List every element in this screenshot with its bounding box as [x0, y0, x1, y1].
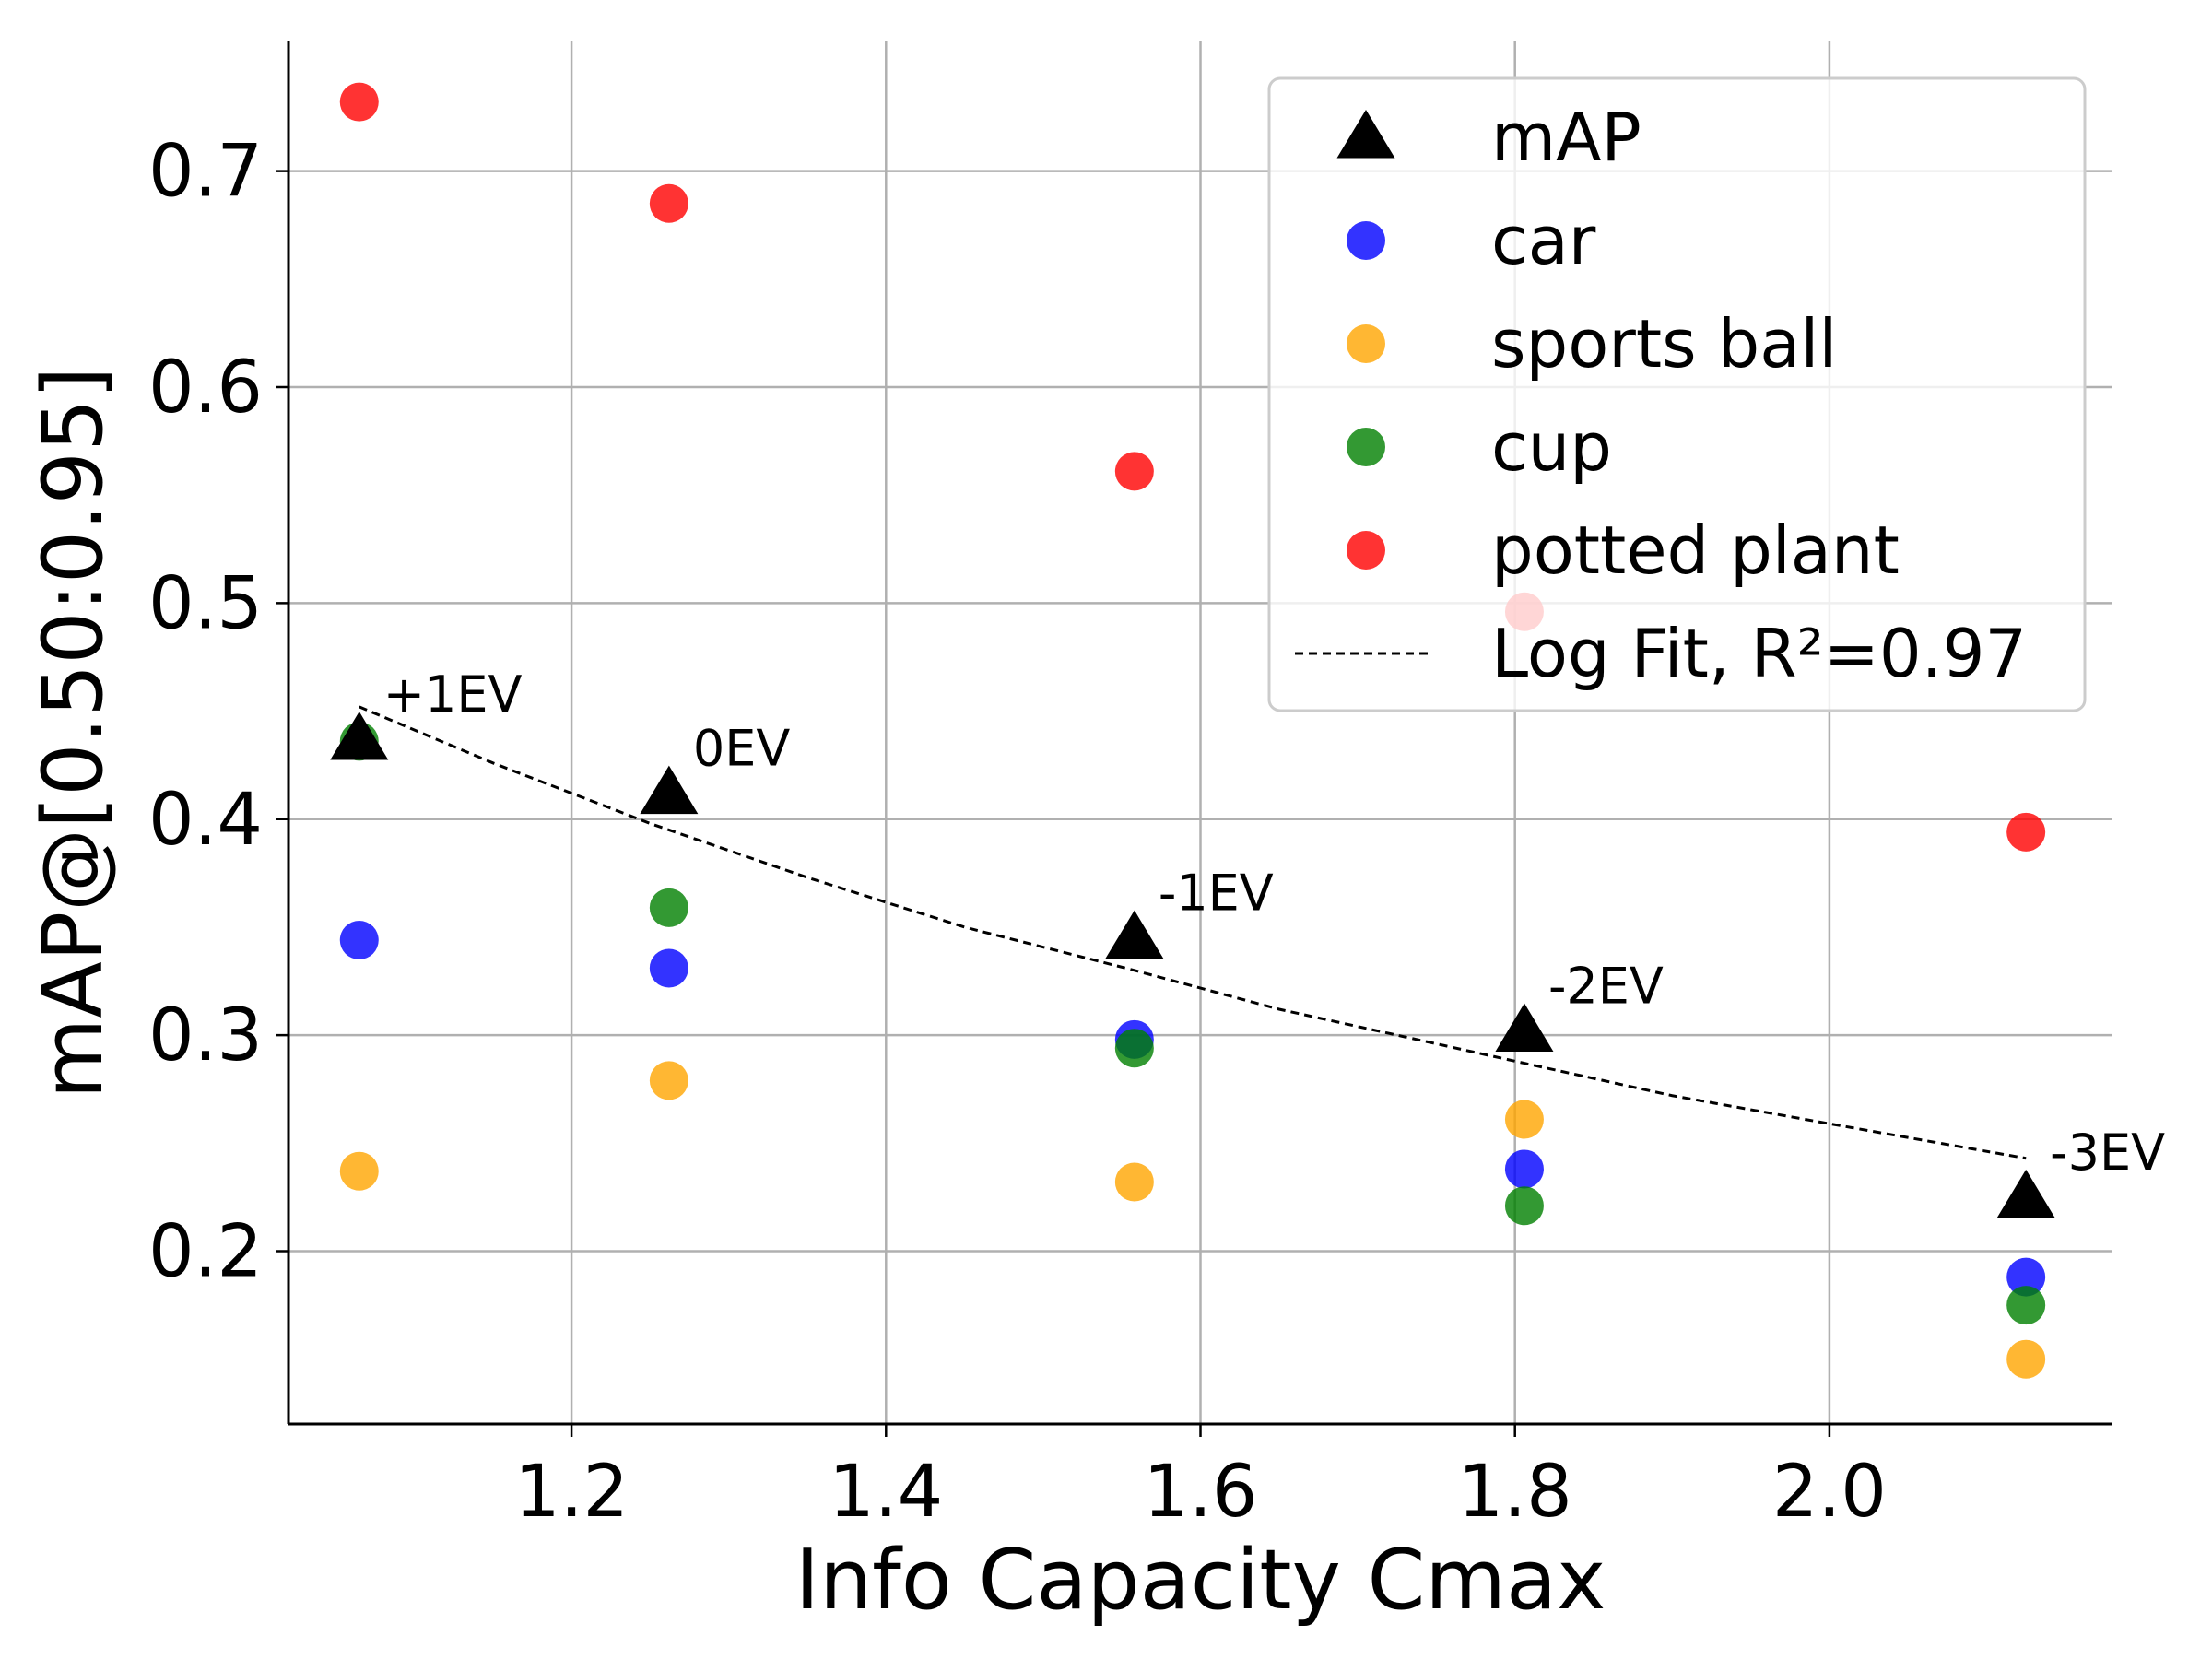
legend-marker-circle	[1347, 531, 1385, 570]
map-point	[1996, 1169, 2055, 1218]
legend-label: Log Fit, R²=0.97	[1491, 615, 2027, 692]
y-tick-label: 0.5	[148, 562, 263, 645]
legend-marker-circle	[1347, 324, 1385, 363]
ticks: 1.2 1.4 1.6 1.8 2.0 0.2 0.3 0.4 0.5 0.6 0.7	[148, 131, 1887, 1534]
cup-point	[1114, 1029, 1154, 1068]
legend-marker-circle	[1347, 428, 1385, 466]
legend-label: cup	[1491, 408, 1612, 486]
y-tick-label: 0.4	[148, 779, 263, 862]
x-axis-title: Info Capacity Cmax	[795, 1532, 1606, 1629]
legend-frame	[1267, 76, 2087, 712]
y-axis-title: mAP@[0.50:0.95]	[25, 367, 122, 1100]
legend: mAP car sports ball cup potted plant Log Fit,…	[1267, 76, 2087, 712]
cup-point	[649, 888, 688, 927]
potted-plant-point	[649, 183, 688, 223]
ev-annotation: -3EV	[2050, 1124, 2165, 1182]
legend-marker-triangle	[1336, 110, 1395, 159]
ev-annotation: 0EV	[693, 720, 790, 778]
legend-label: potted plant	[1491, 512, 1900, 589]
ev-annotation: -2EV	[1548, 957, 1664, 1015]
map-point	[640, 765, 699, 815]
annotations: +1EV 0EV -1EV -2EV -3EV	[383, 665, 2165, 1182]
legend-marker-circle	[1347, 221, 1385, 260]
ev-annotation: -1EV	[1159, 865, 1274, 923]
sports-ball-point	[1504, 1100, 1544, 1139]
y-tick-label: 0.7	[148, 131, 263, 214]
log-fit-line	[359, 705, 2027, 1160]
y-tick-label: 0.3	[148, 994, 263, 1077]
sports-ball-point	[2006, 1339, 2046, 1379]
y-tick-label: 0.2	[148, 1211, 263, 1294]
ev-annotation: +1EV	[383, 665, 523, 724]
sports-ball-point	[339, 1151, 379, 1191]
legend-label: car	[1491, 202, 1596, 279]
car-point	[2006, 1257, 2046, 1297]
potted-plant-point	[1114, 452, 1154, 491]
potted-plant-point	[339, 82, 379, 122]
legend-label: sports ball	[1491, 305, 1837, 382]
car-point	[649, 948, 688, 988]
potted-plant-point	[2006, 812, 2046, 852]
sports-ball-point	[1114, 1162, 1154, 1202]
car-point	[339, 921, 379, 959]
cup-point	[2006, 1286, 2046, 1325]
legend-label: mAP	[1491, 99, 1641, 176]
map-point	[330, 712, 389, 760]
y-tick-label: 0.6	[148, 347, 263, 429]
map-point	[1105, 910, 1164, 959]
car-point	[1504, 1149, 1544, 1189]
x-tick-label: 1.6	[1143, 1451, 1257, 1534]
x-tick-label: 1.2	[514, 1451, 629, 1534]
x-tick-label: 2.0	[1772, 1451, 1887, 1534]
x-tick-label: 1.8	[1458, 1451, 1572, 1534]
cup-point	[1504, 1186, 1544, 1226]
map-point	[1495, 1003, 1554, 1052]
fit-line-layer	[359, 705, 2027, 1160]
sports-ball-point	[649, 1061, 688, 1100]
x-tick-label: 1.4	[829, 1451, 943, 1534]
